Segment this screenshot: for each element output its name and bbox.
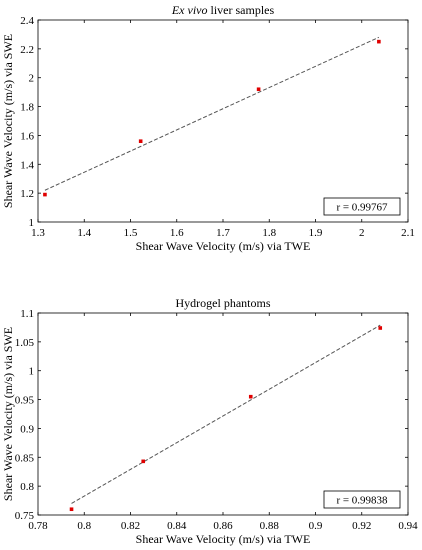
y-tick-label: 0.85 [15,452,35,464]
x-tick-label: 1.5 [124,227,138,239]
chart-panel-1: 1.3 1.4 1.5 1.6 1.7 1.8 1.9 2 2.1 1 1.2 1.4 1.6 1.8 2 2… [1,3,415,253]
data-point [141,459,146,464]
y-axis-label: Shear Wave Velocity (m/s) via SWE [1,34,15,208]
y-tick-label: 0.75 [15,510,35,522]
chart-title: Hydrogel phantoms [176,296,271,310]
x-tick-label: 1.6 [170,227,184,239]
chart-title: Ex vivo liver samples [171,3,275,17]
y-tick-label: 2 [29,73,35,85]
y-tick-label: 1.8 [20,102,34,114]
x-tick-label: 1.3 [31,227,45,239]
data-point [256,87,261,92]
correlation-label: r = 0.99767 [336,202,388,214]
correlation-box [323,490,401,509]
chart-panel-2: 0.78 0.8 0.82 0.84 0.86 0.88 0.9 0.92 0.94 0.75 0.… [1,296,418,546]
data-point [378,326,383,330]
x-tick-label: 0.82 [121,520,140,532]
y-tick-label: 0.8 [20,481,34,493]
y-axis-label: Shear Wave Velocity (m/s) via SWE [1,327,15,501]
x-axis-label: Shear Wave Velocity (m/s) via TWE [136,239,311,253]
x-tick-label: 1.4 [77,227,91,239]
data-point [138,139,143,143]
chart-title-text: liver samples [208,3,275,17]
x-tick-label: 0.8 [77,520,91,532]
correlation-label: r = 0.99838 [336,495,388,507]
y-tick-label: 0.95 [15,395,35,407]
y-tick-label: 1.2 [20,188,34,200]
plot-area-box [37,312,409,516]
x-tick-label: 1.7 [216,227,230,239]
x-tick-label: 0.94 [398,520,418,532]
plot-area-box [37,19,409,223]
data-point [377,39,381,44]
x-tick-label: 1.8 [262,227,276,239]
y-tick-label: 1.6 [20,130,34,142]
y-tick-label: 2.2 [20,44,34,56]
y-tick-label: 1 [29,217,35,229]
data-point [43,192,47,197]
x-tick-label: 2.1 [401,227,415,239]
x-tick-label: 0.84 [167,520,187,532]
x-tick-label: 1.9 [309,227,323,239]
chart-title-text: Hydrogel phantoms [176,296,271,310]
x-tick-label: 0.78 [28,520,48,532]
fit-line [71,324,381,504]
data-point [69,507,74,512]
x-tick-label: 0.92 [352,520,371,532]
chart-title-italic: Ex vivo [171,3,208,17]
x-axis-label: Shear Wave Velocity (m/s) via TWE [136,532,311,546]
y-tick-label: 2.4 [20,15,34,27]
x-tick-label: 0.88 [260,520,280,532]
x-tick-label: 2 [359,227,365,239]
fit-line [44,36,380,191]
y-tick-label: 1.05 [15,337,35,349]
y-tick-label: 1.1 [20,308,34,320]
correlation-box [323,197,401,216]
y-tick-label: 1 [29,366,35,378]
y-tick-label: 0.9 [20,423,34,435]
x-tick-label: 0.9 [309,520,323,532]
x-tick-label: 0.86 [213,520,233,532]
y-tick-label: 1.4 [20,159,34,171]
data-point [248,394,253,399]
